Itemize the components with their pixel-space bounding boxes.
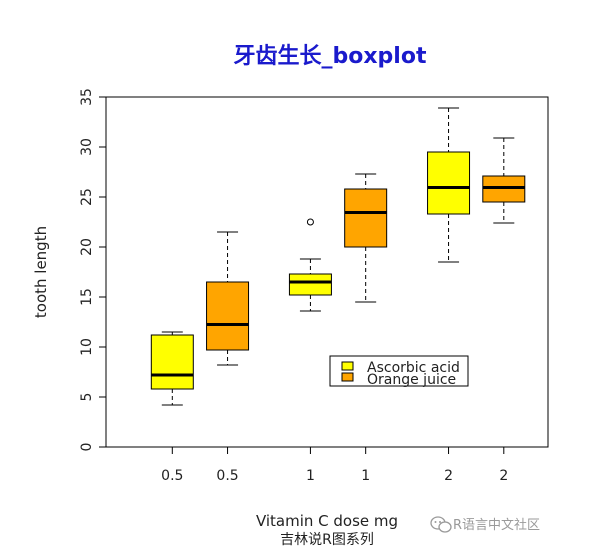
x-axis-label: Vitamin C dose mg xyxy=(256,512,398,530)
y-tick-label: 0 xyxy=(79,443,95,452)
x-tick-label: 1 xyxy=(361,468,370,484)
y-axis-label: tooth length xyxy=(32,226,50,318)
box-orange-juice-0.5 xyxy=(206,231,250,366)
box-ascorbic-acid-0.5 xyxy=(150,331,194,406)
box-ascorbic-acid-2 xyxy=(427,107,471,263)
chart-title: 牙齿生长_boxplot xyxy=(234,43,427,69)
y-axis: 0 5 10 15 20 25 30 35 xyxy=(79,88,107,452)
plot-area-frame xyxy=(105,96,549,448)
x-tick-label: 2 xyxy=(499,468,508,484)
box-ascorbic-acid-1 xyxy=(288,218,332,312)
x-tick-label: 0.5 xyxy=(161,468,183,484)
y-tick-label: 25 xyxy=(79,188,95,206)
box-group xyxy=(150,107,526,406)
wechat-icon xyxy=(430,516,452,533)
y-tick-label: 30 xyxy=(79,138,95,156)
legend-swatch-orange-juice xyxy=(341,372,354,382)
legend: Ascorbic acid Orange juice xyxy=(329,355,469,388)
x-tick-label: 0.5 xyxy=(216,468,238,484)
legend-label-ascorbic-acid: Ascorbic acid xyxy=(367,360,460,376)
iqr-box xyxy=(427,151,471,215)
y-tick-label: 5 xyxy=(79,393,95,402)
x-tick-label: 1 xyxy=(306,468,315,484)
y-tick-label: 15 xyxy=(79,288,95,306)
y-tick-label: 20 xyxy=(79,238,95,256)
watermark: R语言中文社区 xyxy=(430,516,540,533)
box-orange-juice-2 xyxy=(482,137,526,224)
iqr-box xyxy=(206,281,250,351)
iqr-box xyxy=(150,334,194,390)
outlier-point xyxy=(306,218,314,226)
legend-label-orange-juice: Orange juice xyxy=(367,372,456,388)
watermark-text: R语言中文社区 xyxy=(453,517,540,533)
box-orange-juice-1 xyxy=(344,173,388,303)
iqr-box xyxy=(288,273,332,296)
iqr-box xyxy=(344,188,388,248)
x-tick-label: 2 xyxy=(444,468,453,484)
x-axis: 0.5 0.5 1 1 2 2 xyxy=(161,447,508,484)
caption-text: 吉林说R图系列 xyxy=(280,532,374,548)
legend-swatch-ascorbic-acid xyxy=(341,361,354,371)
y-tick-label: 10 xyxy=(79,338,95,356)
y-tick-label: 35 xyxy=(79,88,95,106)
